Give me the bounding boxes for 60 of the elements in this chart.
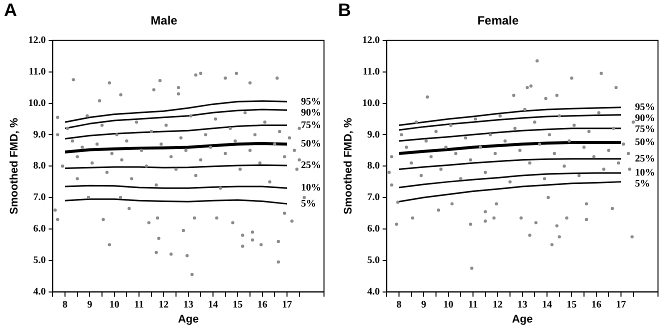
y-axis-title: Smoothed FMD, % (8, 118, 21, 214)
y-tick-label: 8.0 (367, 160, 380, 172)
series-label: 75% (635, 124, 656, 135)
series-label: 90% (635, 112, 656, 124)
y-tick-label: 6.0 (367, 224, 380, 235)
y-tick-label: 11.0 (362, 66, 380, 78)
x-tick-label: 8 (62, 299, 68, 310)
x-tick-label: 10 (443, 299, 454, 310)
x-tick-label: 16 (591, 299, 602, 310)
chart-title: Female (477, 14, 519, 28)
x-tick-label: 11 (134, 299, 144, 310)
text: A (4, 0, 17, 20)
x-tick-label: 8 (396, 299, 402, 310)
x-tick-label: 10 (109, 299, 120, 310)
y-tick-label: 7.0 (367, 192, 380, 204)
series-label: 90% (301, 107, 322, 118)
y-tick-label: 12.0 (28, 34, 46, 46)
y-axis-title: Smoothed FMD, % (342, 118, 355, 214)
x-tick-label: 12 (492, 299, 503, 310)
x-tick-label: 17 (282, 299, 292, 310)
x-tick-label: 12 (158, 299, 169, 310)
y-tick-label: 10.0 (362, 98, 380, 109)
x-tick-label: 9 (421, 299, 426, 310)
x-tick-label: 15 (232, 299, 243, 310)
x-axis-title: Age (178, 313, 199, 326)
x-tick-label: 14 (208, 299, 218, 310)
text: B (338, 0, 351, 20)
y-tick-label: 5.0 (367, 254, 380, 266)
y-tick-label: 8.0 (33, 160, 46, 172)
y-tick-label: 10.0 (28, 98, 46, 109)
x-tick-label: 17 (616, 299, 626, 310)
y-tick-label: 4.0 (367, 286, 380, 298)
x-tick-label: 14 (542, 299, 552, 310)
y-tick-label: 11.0 (28, 66, 46, 78)
series-label: 10% (301, 182, 322, 194)
x-tick-label: 9 (87, 299, 92, 310)
series-label: 75% (301, 120, 322, 131)
series-label: 95% (301, 96, 322, 108)
y-tick-label: 9.0 (33, 129, 46, 140)
series-label: 50% (301, 138, 322, 150)
series-label: 10% (635, 168, 656, 179)
x-tick-label: 16 (257, 299, 268, 310)
y-tick-label: 4.0 (33, 286, 46, 298)
chart-title: Male (150, 14, 178, 28)
series-label: 50% (635, 137, 656, 148)
series-label: 25% (635, 153, 656, 164)
x-tick-label: 11 (468, 299, 478, 310)
y-tick-label: 6.0 (33, 224, 46, 235)
series-label: 5% (635, 178, 650, 190)
y-tick-label: 9.0 (367, 129, 380, 140)
y-tick-label: 7.0 (33, 192, 46, 204)
y-tick-label: 12.0 (362, 34, 380, 46)
y-tick-label: 5.0 (33, 254, 46, 266)
x-tick-label: 15 (566, 299, 577, 310)
series-label: 5% (301, 198, 316, 210)
x-tick-label: 13 (183, 299, 194, 310)
x-axis-title: Age (512, 313, 533, 326)
series-label: 95% (635, 102, 656, 113)
series-label: 25% (301, 160, 322, 172)
x-tick-label: 13 (517, 299, 528, 310)
